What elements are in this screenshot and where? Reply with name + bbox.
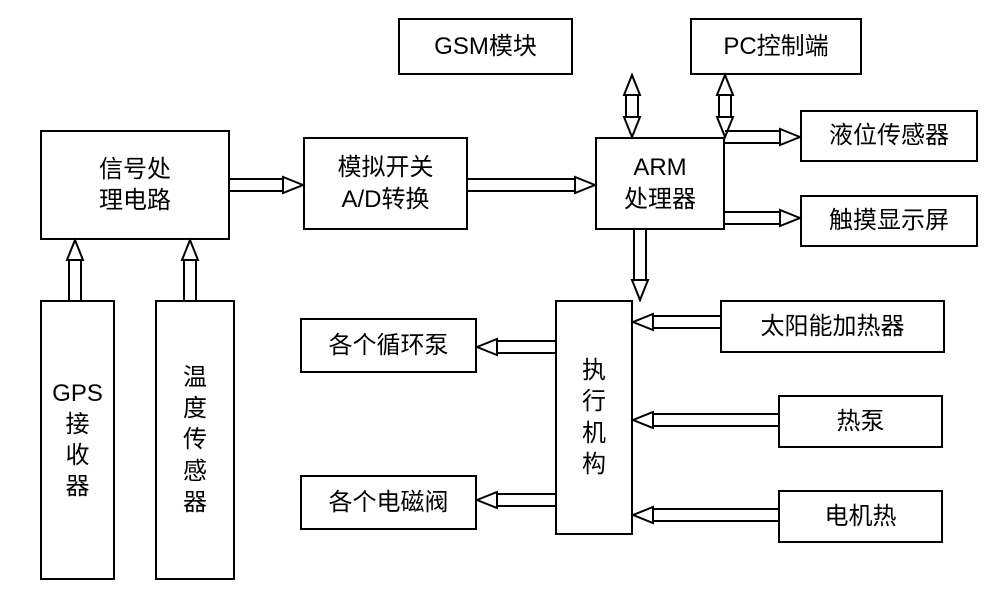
ad_conv-label: 模拟开关A/D转换 xyxy=(338,152,434,214)
solar-box: 太阳能加热器 xyxy=(720,300,945,353)
temp_sensor-box: 温度传感器 xyxy=(155,300,235,580)
motor_heat-box: 电机热 xyxy=(778,490,943,543)
pc-box: PC控制端 xyxy=(690,18,862,75)
ad_conv-box: 模拟开关A/D转换 xyxy=(303,137,468,230)
temp_sensor-label: 温度传感器 xyxy=(183,362,207,518)
gps-box: GPS接收器 xyxy=(40,300,115,580)
heat_pump-label: 热泵 xyxy=(837,406,885,437)
gsm-box: GSM模块 xyxy=(398,18,573,75)
solar-label: 太阳能加热器 xyxy=(761,311,905,342)
arm-label: ARM处理器 xyxy=(624,152,696,214)
level_sensor-label: 液位传感器 xyxy=(829,120,949,151)
actuator-label: 执行机构 xyxy=(582,355,606,480)
touch_disp-label: 触摸显示屏 xyxy=(829,205,949,236)
arm-box: ARM处理器 xyxy=(595,137,725,230)
heat_pump-box: 热泵 xyxy=(778,395,943,448)
level_sensor-box: 液位传感器 xyxy=(800,110,978,162)
gsm-label: GSM模块 xyxy=(434,31,537,62)
motor_heat-label: 电机热 xyxy=(825,501,897,532)
sig_proc-box: 信号处理电路 xyxy=(40,130,230,240)
pc-label: PC控制端 xyxy=(723,31,828,62)
sig_proc-label: 信号处理电路 xyxy=(99,154,171,216)
valve-box: 各个电磁阀 xyxy=(300,475,477,530)
touch_disp-box: 触摸显示屏 xyxy=(800,195,978,247)
pump-label: 各个循环泵 xyxy=(329,330,449,361)
pump-box: 各个循环泵 xyxy=(300,318,477,373)
actuator-box: 执行机构 xyxy=(555,300,633,535)
valve-label: 各个电磁阀 xyxy=(329,487,449,518)
gps-label: GPS接收器 xyxy=(52,378,103,503)
